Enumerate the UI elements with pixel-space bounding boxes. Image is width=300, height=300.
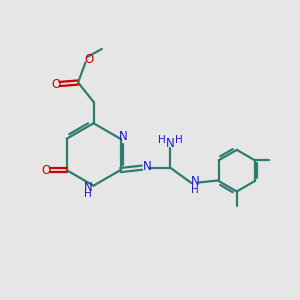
Text: N: N xyxy=(119,130,128,143)
Text: H: H xyxy=(191,185,199,195)
Text: H: H xyxy=(158,135,166,145)
Text: N: N xyxy=(143,160,152,173)
Text: O: O xyxy=(85,53,94,66)
Text: O: O xyxy=(42,164,51,177)
Text: N: N xyxy=(166,136,175,149)
Text: O: O xyxy=(51,77,60,91)
Text: H: H xyxy=(175,135,182,145)
Text: H: H xyxy=(84,189,92,199)
Text: N: N xyxy=(191,175,200,188)
Text: N: N xyxy=(84,181,93,194)
